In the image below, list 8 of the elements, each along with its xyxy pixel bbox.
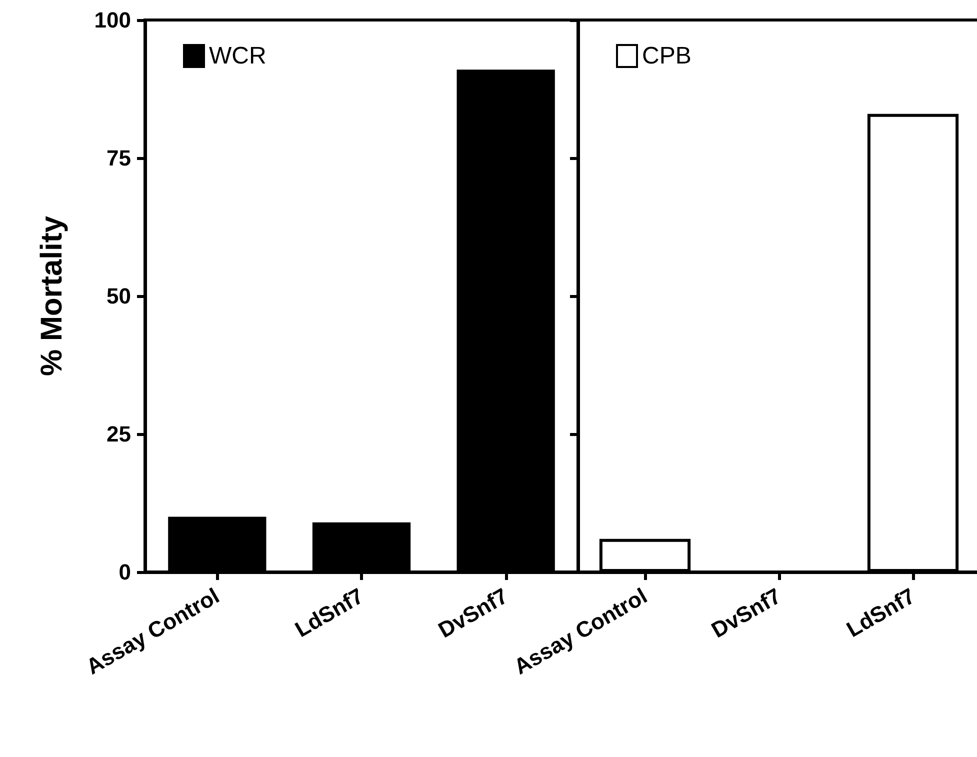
y-tick-label: 0 [118, 560, 131, 584]
y-tick-label: 100 [94, 8, 131, 32]
y-tick-label: 25 [106, 422, 131, 446]
legend-label: CPB [642, 42, 692, 70]
y-tick-label: 75 [106, 146, 131, 170]
legend-label: WCR [209, 42, 266, 70]
y-axis-title: % Mortality [36, 216, 68, 376]
y-tick-label: 50 [106, 284, 131, 308]
